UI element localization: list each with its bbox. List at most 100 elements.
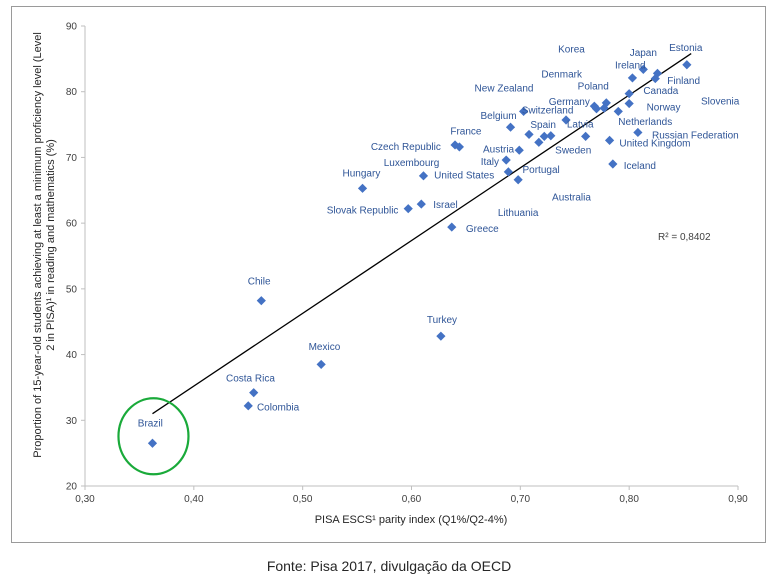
y-tick-label: 50 (66, 284, 78, 295)
y-axis-title-line-2: 2 in PISA)¹ in reading and mathematics (… (45, 139, 57, 351)
y-tick-label: 20 (66, 482, 78, 493)
r-squared-label: R² = 0,8402 (658, 232, 711, 243)
label-spain: Spain (530, 120, 556, 131)
point-russian-federation (633, 127, 643, 138)
point-canada (624, 89, 634, 99)
point-slovak-republic (403, 204, 413, 214)
point-new-zealand (518, 106, 529, 117)
point-austria (514, 145, 524, 155)
label-mexico: Mexico (309, 342, 341, 353)
y-axis-title-line-1: Proportion of 15-year-old students achie… (32, 32, 44, 458)
tick-labels: 0,30 0,40 0,50 0,60 0,70 0,80 0,90 20 30 40 50 60 70… (66, 22, 748, 506)
point-lithuania (513, 175, 523, 185)
y-tick-label: 90 (66, 22, 78, 33)
y-axis-title: Proportion of 15-year-old students achie… (32, 32, 57, 458)
point-japan (638, 64, 648, 74)
point-netherlands (613, 106, 623, 117)
point-france (454, 142, 464, 152)
point-spain (539, 131, 549, 141)
point-united-kingdom (604, 135, 615, 145)
label-russian-federation: Russian Federation (652, 131, 739, 142)
label-united-kingdom: United Kingdom (619, 138, 690, 149)
x-tick-label: 0,40 (184, 494, 204, 505)
point-slovenia (652, 68, 663, 78)
point-latvia (581, 131, 591, 141)
label-hungary: Hungary (343, 169, 381, 180)
highlight-ellipse (117, 397, 190, 476)
point-costa-rica (249, 388, 259, 398)
label-latvia: Latvia (567, 119, 594, 130)
y-tick-label: 60 (66, 219, 78, 230)
y-tick-label: 80 (66, 87, 78, 98)
label-portugal: Portugal (523, 165, 560, 176)
label-netherlands: Netherlands (618, 117, 672, 128)
y-tick-label: 40 (66, 350, 78, 361)
label-brazil: Brazil (138, 418, 163, 429)
label-ireland: Ireland (615, 60, 646, 71)
trendline (152, 53, 692, 415)
point-switzerland (534, 137, 544, 147)
point-hungary (357, 183, 368, 193)
point-iceland (608, 159, 618, 169)
source-caption: Fonte: Pisa 2017, divulgação da OECD (266, 558, 512, 574)
point-australia (561, 115, 571, 125)
x-tick-label: 0,80 (619, 494, 639, 505)
label-norway: Norway (647, 102, 681, 113)
point-turkey (436, 331, 446, 341)
point-norway (624, 98, 634, 109)
label-chile: Chile (248, 276, 271, 287)
point-portugal (524, 129, 534, 140)
label-canada: Canada (643, 86, 678, 97)
label-slovak-republic: Slovak Republic (327, 206, 399, 217)
label-costa-rica: Costa Rica (226, 374, 275, 385)
label-united-states: United States (434, 171, 494, 182)
point-poland (591, 104, 602, 114)
y-tick-label: 30 (66, 416, 78, 427)
point-belgium (505, 122, 516, 132)
point-korea (601, 98, 611, 108)
y-tick-label: 70 (66, 153, 78, 164)
point-chile (256, 296, 266, 306)
label-lithuania: Lithuania (498, 208, 539, 219)
point-greece (447, 222, 457, 232)
label-turkey: Turkey (427, 315, 457, 326)
x-axis-title: PISA ESCS¹ parity index (Q1%/Q2-4%) (315, 514, 508, 526)
point-colombia (243, 401, 253, 411)
label-sweden: Sweden (555, 146, 591, 157)
x-tick-label: 0,90 (728, 494, 748, 505)
label-slovenia: Slovenia (701, 96, 740, 107)
label-germany: Germany (549, 97, 590, 108)
point-finland (650, 73, 660, 84)
point-sweden (546, 131, 556, 141)
label-italy: Italy (481, 157, 499, 168)
chart-frame (11, 6, 766, 543)
x-tick-label: 0,30 (75, 494, 95, 505)
label-denmark: Denmark (541, 69, 583, 80)
point-mexico (316, 359, 326, 370)
label-korea: Korea (558, 45, 585, 56)
point-ireland (627, 73, 638, 83)
point-united-states (503, 167, 513, 177)
point-israel (416, 199, 426, 209)
label-czech-republic: Czech Republic (371, 142, 441, 153)
label-estonia: Estonia (669, 43, 703, 54)
label-switzerland: Switzerland (522, 106, 574, 117)
label-finland: Finland (667, 76, 700, 87)
label-new-zealand: New Zealand (475, 83, 534, 94)
label-belgium: Belgium (480, 111, 516, 122)
label-luxembourg: Luxembourg (384, 158, 440, 169)
label-colombia: Colombia (257, 403, 300, 414)
label-france: France (450, 127, 482, 138)
label-poland: Poland (578, 81, 609, 92)
point-luxembourg (418, 171, 429, 181)
label-israel: Israel (433, 200, 457, 211)
data-points (147, 60, 692, 448)
label-austria: Austria (483, 144, 515, 155)
point-brazil (147, 438, 158, 448)
x-tick-label: 0,50 (293, 494, 313, 505)
label-iceland: Iceland (624, 161, 656, 172)
point-estonia (682, 60, 692, 70)
label-greece: Greece (466, 224, 499, 235)
point-italy (501, 155, 511, 165)
